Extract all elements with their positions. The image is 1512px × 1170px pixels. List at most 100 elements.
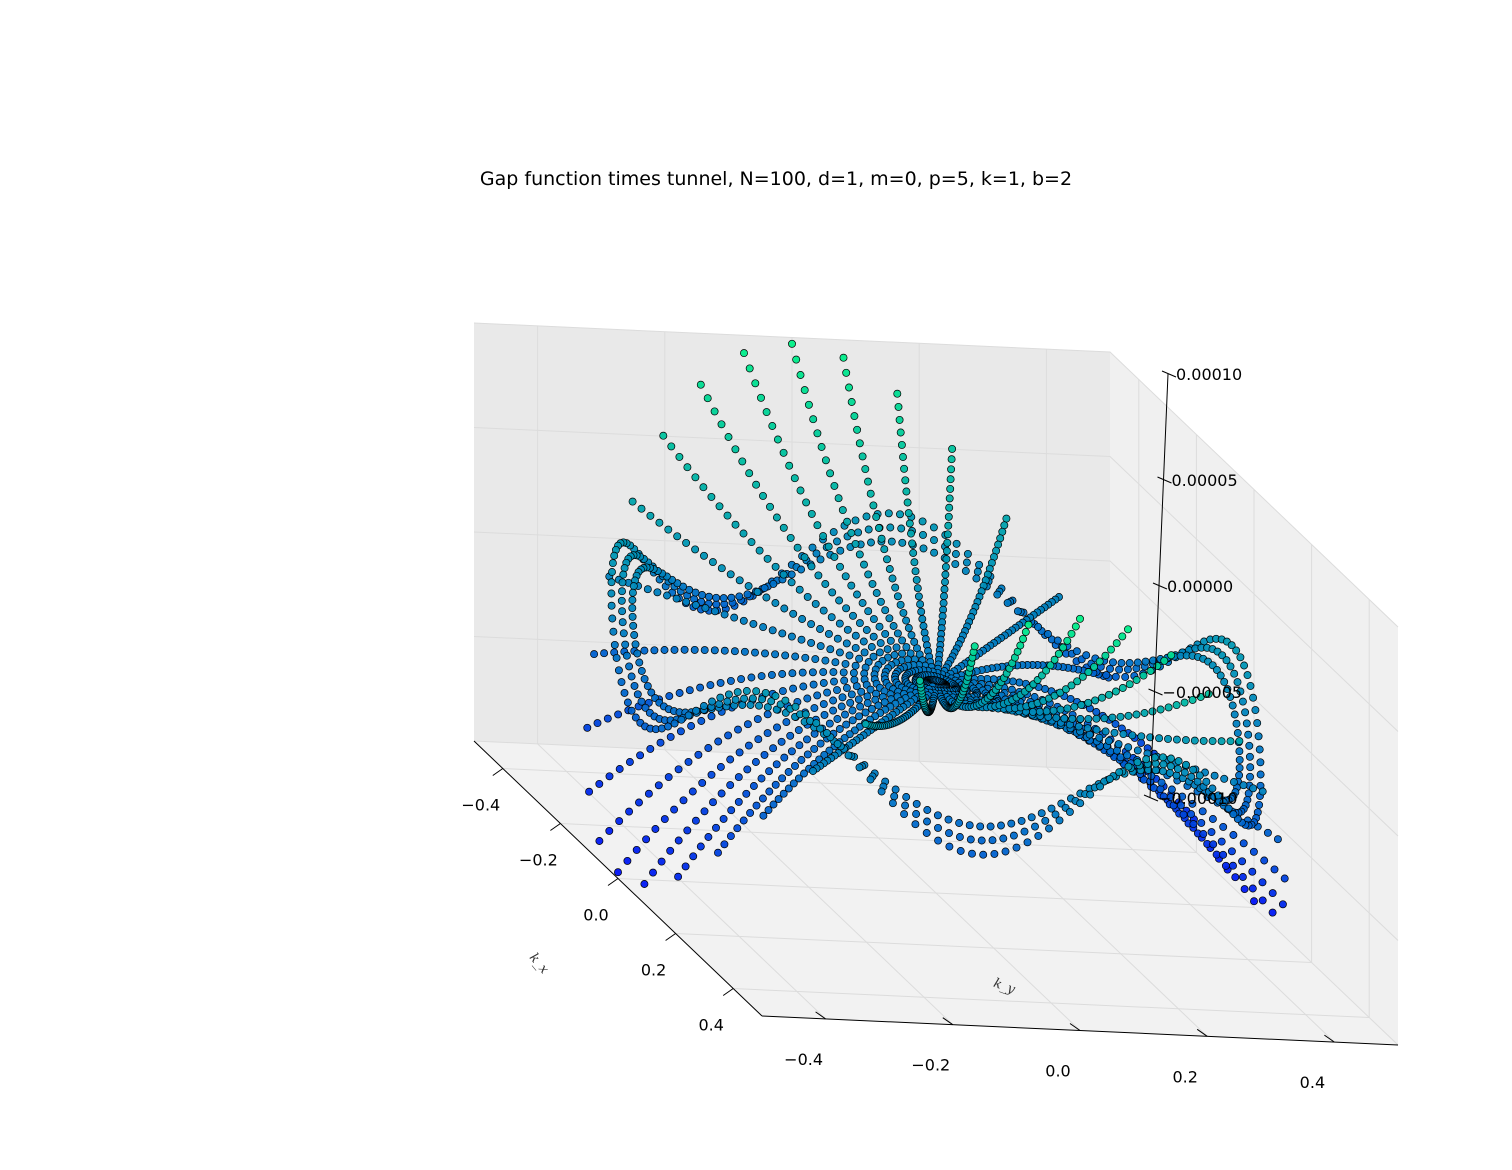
- scatter-point: [1226, 693, 1235, 701]
- scatter-point: [861, 465, 870, 474]
- scatter-point: [1248, 884, 1257, 893]
- scatter-point: [744, 741, 753, 750]
- scatter-point: [1235, 771, 1244, 780]
- scatter-point: [1159, 767, 1167, 776]
- scatter-point: [908, 539, 917, 548]
- scatter-point: [1013, 607, 1022, 616]
- scatter-points: [583, 339, 1289, 917]
- scatter-point: [1180, 698, 1189, 707]
- scatter-point: [623, 698, 632, 707]
- scatter-point: [605, 772, 614, 781]
- scatter-point: [997, 821, 1005, 830]
- z-tick-label: −0.00010: [1158, 789, 1238, 808]
- scatter-point: [896, 428, 905, 437]
- scatter-point: [1255, 745, 1264, 754]
- scatter-point: [858, 452, 867, 461]
- scatter-point: [861, 720, 870, 729]
- scatter-point: [912, 810, 921, 818]
- scatter-point: [845, 651, 854, 660]
- scatter-point: [751, 379, 760, 388]
- scatter-point: [628, 497, 637, 506]
- scatter-point: [902, 793, 911, 801]
- scatter-point: [1091, 696, 1100, 705]
- scatter-point: [1280, 874, 1289, 883]
- scatter-point: [904, 509, 913, 518]
- scatter-point: [683, 826, 692, 835]
- scatter-point: [803, 592, 812, 601]
- scatter-point: [1167, 754, 1175, 763]
- x-tick-label: 0.4: [698, 1016, 723, 1035]
- scatter-point: [1256, 770, 1265, 779]
- scatter-point: [753, 715, 762, 724]
- scatter-point: [793, 543, 802, 552]
- scatter-point: [654, 781, 663, 790]
- scatter-point: [726, 755, 735, 764]
- scatter-point: [627, 706, 636, 715]
- y-tick-label: 0.4: [1300, 1073, 1325, 1092]
- scatter-point: [852, 682, 861, 691]
- scatter-point: [614, 868, 622, 877]
- scatter-point: [674, 836, 683, 845]
- scatter-point: [1189, 765, 1198, 774]
- scatter-point: [727, 593, 736, 602]
- scatter-point: [1216, 671, 1225, 680]
- z-tick-label: 0.00000: [1167, 577, 1233, 596]
- scatter-point: [877, 534, 886, 543]
- x-tick-mark: [665, 933, 676, 941]
- scatter-point: [1092, 714, 1101, 723]
- scatter-point: [923, 817, 931, 826]
- scatter-point: [633, 649, 642, 658]
- scatter-point: [772, 513, 781, 522]
- scatter-point: [952, 539, 961, 548]
- scatter-point: [700, 551, 708, 560]
- scatter-point: [824, 542, 833, 551]
- scatter-point: [715, 700, 724, 708]
- scatter-point: [842, 368, 851, 377]
- z-tick-mark: [1161, 370, 1177, 378]
- scatter-point: [864, 525, 873, 534]
- scatter-point: [628, 596, 637, 605]
- scatter-point: [1231, 873, 1240, 882]
- scatter-point: [1086, 790, 1095, 799]
- scatter-point: [897, 524, 906, 533]
- grid-line: [473, 322, 1399, 628]
- scatter-point: [900, 464, 909, 473]
- scatter-point: [1235, 755, 1244, 764]
- scatter-point: [1115, 768, 1124, 777]
- scatter-point: [646, 744, 655, 753]
- scatter-point: [812, 719, 821, 728]
- scatter-point: [683, 463, 692, 472]
- scatter-point: [1202, 777, 1211, 786]
- scatter-point: [708, 558, 717, 567]
- scatter-point: [660, 646, 669, 654]
- scatter-point: [745, 364, 754, 373]
- scatter-point: [869, 615, 878, 624]
- scatter-point: [703, 394, 712, 403]
- scatter-point: [945, 842, 954, 851]
- scatter-point: [942, 547, 951, 555]
- scatter-point: [920, 628, 929, 637]
- scatter-point: [883, 645, 892, 654]
- scatter-point: [819, 606, 828, 615]
- scatter-point: [726, 781, 735, 790]
- scatter-point: [608, 559, 617, 568]
- scatter-point: [1268, 889, 1277, 898]
- scatter-point: [835, 725, 844, 733]
- scatter-point: [869, 652, 878, 661]
- scatter-point: [712, 823, 720, 832]
- grid-line: [675, 933, 1312, 963]
- scatter-point: [1208, 784, 1217, 793]
- scatter-point: [768, 422, 777, 430]
- scatter-point: [1042, 666, 1051, 675]
- scatter-point: [886, 636, 895, 645]
- scatter-point: [679, 582, 688, 591]
- scatter-point: [868, 579, 877, 588]
- scatter-point: [884, 509, 893, 518]
- scatter-point: [1149, 783, 1158, 792]
- scatter-point: [696, 683, 705, 692]
- scatter-point: [842, 684, 851, 692]
- scatter-point: [691, 545, 700, 554]
- scatter-point: [1196, 693, 1205, 701]
- scatter-point: [1240, 885, 1249, 894]
- scatter-point: [951, 550, 960, 558]
